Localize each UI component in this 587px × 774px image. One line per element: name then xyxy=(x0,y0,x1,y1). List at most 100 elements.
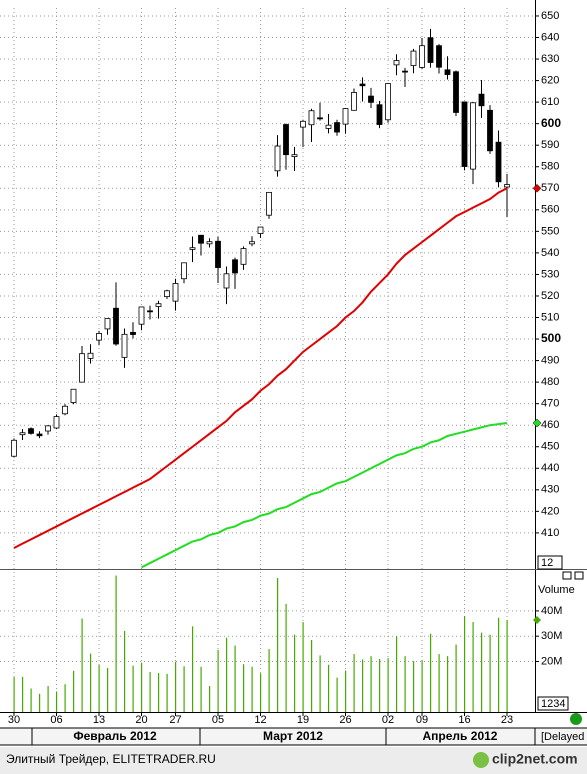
volume-bar xyxy=(39,693,41,712)
candle-body xyxy=(351,92,357,111)
candle-body xyxy=(45,425,51,432)
candle-body xyxy=(487,109,493,152)
footer-logo: clip2net.com xyxy=(492,751,578,767)
y-tick-label: 410 xyxy=(541,527,559,539)
candle-body xyxy=(113,307,119,345)
moving-average xyxy=(141,422,508,569)
candle-body xyxy=(206,241,213,245)
volume-bar xyxy=(379,658,381,712)
volume-bar xyxy=(345,670,347,712)
volume-bar xyxy=(243,664,245,712)
volume-bar xyxy=(353,654,355,712)
candle-body xyxy=(181,262,187,280)
volume-bar xyxy=(234,645,236,712)
candle-body xyxy=(444,69,451,75)
y-tick-label: 420 xyxy=(541,505,559,517)
candle-body xyxy=(461,101,468,167)
volume-bar xyxy=(175,661,177,712)
x-tick-label: 06 xyxy=(50,714,62,726)
volume-bar xyxy=(158,673,160,712)
candle-body xyxy=(53,416,60,429)
panel-button[interactable] xyxy=(562,571,572,580)
candle-body xyxy=(104,318,111,330)
candle-body xyxy=(504,184,510,188)
candle-body xyxy=(495,141,502,183)
candle-body xyxy=(172,283,179,302)
y-tick-label: 40M xyxy=(541,605,562,617)
y-tick-label: 590 xyxy=(541,139,559,151)
volume-bar xyxy=(498,617,500,712)
x-tick-label: 19 xyxy=(297,714,309,726)
y-tick-label: 530 xyxy=(541,268,559,280)
candle-body xyxy=(385,83,391,121)
volume-bar xyxy=(421,659,423,712)
y-tick-label: 480 xyxy=(541,376,559,388)
y-tick-label: 30M xyxy=(541,630,562,642)
volume-bar xyxy=(472,622,474,712)
volume-bar xyxy=(141,662,143,712)
panel-button[interactable] xyxy=(574,571,584,580)
y-tick-label: 650 xyxy=(541,10,559,22)
price-box-label: 12 xyxy=(541,557,553,569)
candle-body xyxy=(342,108,349,125)
candle-body xyxy=(419,45,425,68)
volume-bar xyxy=(268,649,270,712)
last-value-marker xyxy=(532,418,542,428)
volume-bar xyxy=(413,661,415,712)
volume-bar xyxy=(251,666,253,712)
candle-body xyxy=(223,273,230,289)
x-tick-label: 13 xyxy=(93,714,105,726)
candle-body xyxy=(393,60,400,66)
volume-bar xyxy=(56,691,58,712)
volume-bar xyxy=(73,670,75,712)
volume-bar xyxy=(311,639,313,712)
candle-body xyxy=(147,310,153,313)
x-tick-label: 02 xyxy=(382,714,394,726)
candle-body xyxy=(470,102,476,170)
month-label: Апрель 2012 xyxy=(423,729,498,743)
y-tick-label: 580 xyxy=(541,161,559,173)
volume-box xyxy=(537,696,569,711)
volume-bar xyxy=(13,677,15,712)
month-label: Февраль 2012 xyxy=(73,729,157,743)
volume-bar xyxy=(302,622,304,712)
candle-body xyxy=(130,331,136,335)
x-tick-label: 27 xyxy=(169,714,181,726)
volume-bar xyxy=(149,672,151,712)
candle-body xyxy=(402,70,408,73)
y-tick-label: 540 xyxy=(541,247,559,259)
y-tick-label: 490 xyxy=(541,354,559,366)
volume-bar xyxy=(260,673,262,712)
candle-body xyxy=(317,117,323,120)
volume-bar xyxy=(107,668,109,712)
y-tick-label: 630 xyxy=(541,53,559,65)
volume-bar xyxy=(64,684,66,712)
candle-body xyxy=(121,333,128,358)
candle-body xyxy=(249,241,255,245)
candle-body xyxy=(79,353,85,383)
volume-bar xyxy=(132,665,134,712)
y-tick-label: 450 xyxy=(541,441,559,453)
volume-bar xyxy=(81,618,83,712)
candle-body xyxy=(19,432,26,436)
volume-bar xyxy=(166,673,168,712)
candle-body xyxy=(164,290,170,298)
volume-bar xyxy=(447,656,449,712)
candle-body xyxy=(155,303,162,307)
volume-bar xyxy=(455,644,457,712)
y-tick-label: 520 xyxy=(541,290,559,302)
y-tick-label: 600 xyxy=(541,116,561,130)
volume-bar xyxy=(396,636,398,712)
candle-body xyxy=(291,154,298,158)
volume-bar xyxy=(336,677,338,712)
last-value-marker xyxy=(533,616,541,625)
footer xyxy=(0,747,587,774)
last-value-marker xyxy=(532,183,542,193)
candle-body xyxy=(453,71,459,113)
volume-bar xyxy=(217,649,219,712)
volume-bar xyxy=(115,575,117,712)
moving-average xyxy=(13,187,508,549)
y-tick-label: 500 xyxy=(541,331,561,345)
volume-bar xyxy=(209,685,211,712)
